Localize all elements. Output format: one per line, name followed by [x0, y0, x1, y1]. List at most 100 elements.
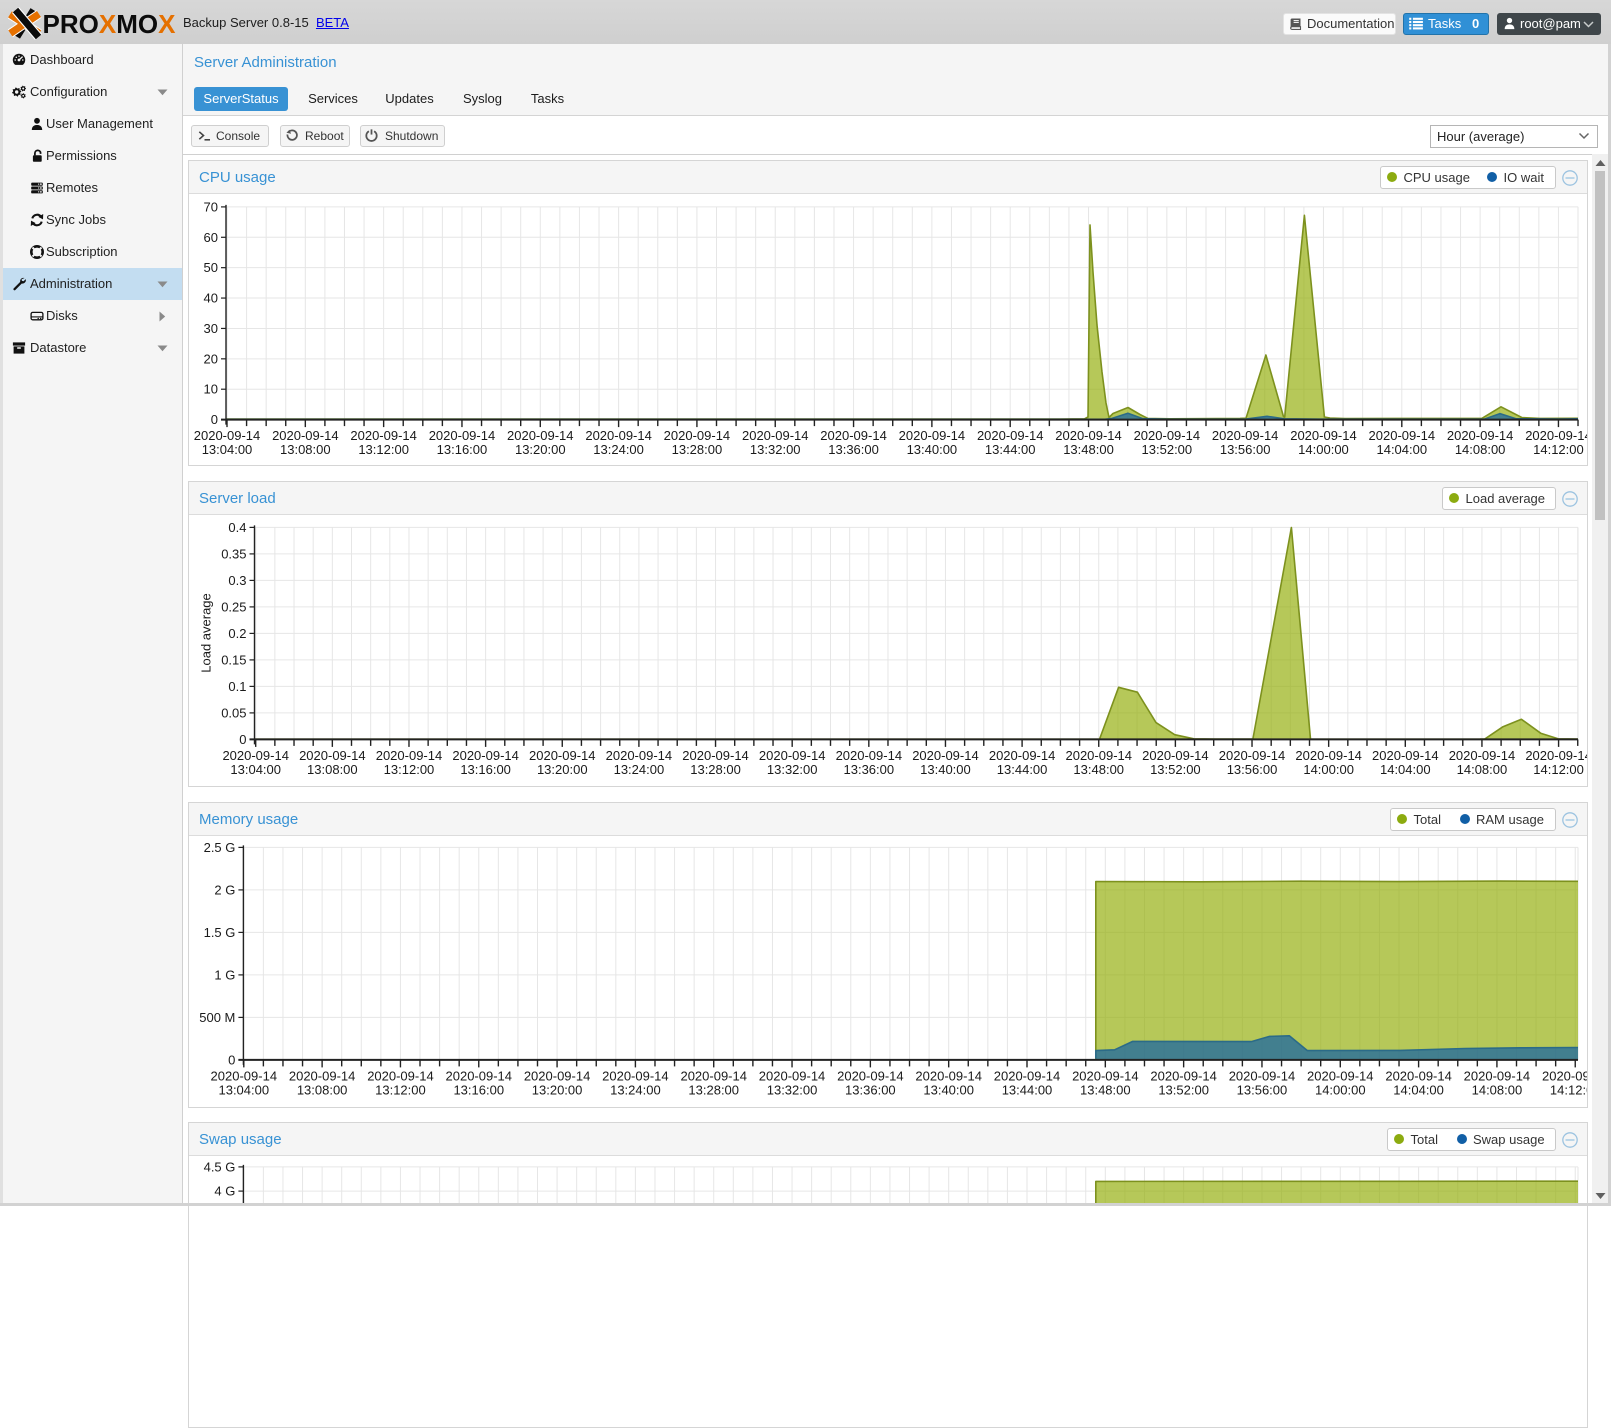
svg-text:2020-09-14: 2020-09-14 [222, 748, 289, 763]
svg-text:14:08:00: 14:08:00 [1455, 442, 1506, 457]
svg-text:13:52:00: 13:52:00 [1150, 762, 1201, 777]
svg-text:2020-09-14: 2020-09-14 [1290, 428, 1357, 443]
svg-text:13:12:00: 13:12:00 [384, 762, 435, 777]
svg-text:2020-09-14: 2020-09-14 [1142, 748, 1209, 763]
svg-text:2020-09-14: 2020-09-14 [1134, 428, 1201, 443]
svg-text:2020-09-14: 2020-09-14 [989, 748, 1056, 763]
svg-text:2020-09-14: 2020-09-14 [1295, 748, 1362, 763]
svg-text:13:56:00: 13:56:00 [1237, 1082, 1288, 1097]
svg-text:2020-09-14: 2020-09-14 [1212, 428, 1279, 443]
svg-text:2020-09-14: 2020-09-14 [915, 1068, 982, 1083]
svg-text:14:08:00: 14:08:00 [1457, 762, 1508, 777]
svg-text:2020-09-14: 2020-09-14 [376, 748, 443, 763]
svg-text:13:40:00: 13:40:00 [907, 442, 958, 457]
svg-text:2020-09-14: 2020-09-14 [1065, 748, 1132, 763]
svg-text:13:36:00: 13:36:00 [844, 762, 895, 777]
svg-text:13:20:00: 13:20:00 [515, 442, 566, 457]
svg-text:13:20:00: 13:20:00 [537, 762, 588, 777]
svg-text:14:00:00: 14:00:00 [1298, 442, 1349, 457]
svg-text:2020-09-14: 2020-09-14 [1449, 748, 1516, 763]
svg-text:0.1: 0.1 [228, 679, 246, 694]
svg-text:2.5 G: 2.5 G [204, 840, 236, 855]
svg-text:13:28:00: 13:28:00 [688, 1082, 739, 1097]
svg-text:0: 0 [211, 412, 218, 427]
svg-text:13:08:00: 13:08:00 [297, 1082, 348, 1097]
svg-text:2020-09-14: 2020-09-14 [299, 748, 366, 763]
svg-text:2020-09-14: 2020-09-14 [606, 748, 673, 763]
svg-text:2020-09-14: 2020-09-14 [1464, 1068, 1531, 1083]
svg-text:0.2: 0.2 [228, 626, 246, 641]
svg-text:13:56:00: 13:56:00 [1227, 762, 1278, 777]
svg-text:13:44:00: 13:44:00 [985, 442, 1036, 457]
svg-text:2020-09-14: 2020-09-14 [680, 1068, 747, 1083]
svg-text:10: 10 [204, 382, 218, 397]
svg-text:20: 20 [204, 351, 218, 366]
svg-text:13:12:00: 13:12:00 [375, 1082, 426, 1097]
svg-text:13:08:00: 13:08:00 [280, 442, 331, 457]
svg-text:14:04:00: 14:04:00 [1380, 762, 1431, 777]
svg-text:2020-09-14: 2020-09-14 [1229, 1068, 1296, 1083]
svg-text:13:24:00: 13:24:00 [593, 442, 644, 457]
svg-text:2020-09-14: 2020-09-14 [1150, 1068, 1217, 1083]
svg-text:500 M: 500 M [199, 1010, 235, 1025]
svg-text:2020-09-14: 2020-09-14 [429, 428, 496, 443]
svg-text:2020-09-14: 2020-09-14 [585, 428, 652, 443]
svg-text:13:44:00: 13:44:00 [1002, 1082, 1053, 1097]
svg-text:13:44:00: 13:44:00 [997, 762, 1048, 777]
svg-text:2020-09-14: 2020-09-14 [1369, 428, 1436, 443]
svg-text:13:28:00: 13:28:00 [672, 442, 723, 457]
svg-text:2020-09-14: 2020-09-14 [1525, 428, 1587, 443]
svg-text:1.5 G: 1.5 G [204, 925, 236, 940]
svg-text:2020-09-14: 2020-09-14 [899, 428, 966, 443]
svg-text:13:52:00: 13:52:00 [1142, 442, 1193, 457]
svg-text:2020-09-14: 2020-09-14 [682, 748, 749, 763]
svg-text:2020-09-14: 2020-09-14 [446, 1068, 513, 1083]
svg-text:14:08:00: 14:08:00 [1472, 1082, 1523, 1097]
svg-text:13:24:00: 13:24:00 [614, 762, 665, 777]
svg-text:14:12:00: 14:12:00 [1550, 1082, 1587, 1097]
svg-text:30: 30 [204, 321, 218, 336]
svg-text:2020-09-14: 2020-09-14 [367, 1068, 434, 1083]
svg-text:0.05: 0.05 [221, 705, 246, 720]
svg-text:2020-09-14: 2020-09-14 [1385, 1068, 1452, 1083]
svg-text:13:48:00: 13:48:00 [1073, 762, 1124, 777]
svg-text:0.4: 0.4 [228, 520, 246, 535]
svg-text:13:04:00: 13:04:00 [218, 1082, 269, 1097]
svg-text:0.3: 0.3 [228, 573, 246, 588]
svg-text:2020-09-14: 2020-09-14 [1072, 1068, 1139, 1083]
svg-text:13:08:00: 13:08:00 [307, 762, 358, 777]
svg-text:13:32:00: 13:32:00 [767, 762, 818, 777]
svg-text:2020-09-14: 2020-09-14 [837, 1068, 904, 1083]
svg-text:0: 0 [228, 1052, 235, 1067]
svg-text:14:00:00: 14:00:00 [1315, 1082, 1366, 1097]
svg-text:13:48:00: 13:48:00 [1080, 1082, 1131, 1097]
svg-text:13:20:00: 13:20:00 [532, 1082, 583, 1097]
svg-text:70: 70 [204, 199, 218, 214]
svg-text:13:32:00: 13:32:00 [750, 442, 801, 457]
svg-text:13:40:00: 13:40:00 [923, 1082, 974, 1097]
svg-text:13:28:00: 13:28:00 [690, 762, 741, 777]
svg-text:2020-09-14: 2020-09-14 [452, 748, 519, 763]
svg-text:4.5 G: 4.5 G [204, 1159, 236, 1174]
svg-text:13:04:00: 13:04:00 [230, 762, 281, 777]
svg-text:PROXMOX: PROXMOX [43, 9, 177, 39]
svg-text:13:48:00: 13:48:00 [1063, 442, 1114, 457]
svg-text:50: 50 [204, 260, 218, 275]
svg-text:2020-09-14: 2020-09-14 [350, 428, 417, 443]
svg-text:2020-09-14: 2020-09-14 [1307, 1068, 1374, 1083]
svg-text:2020-09-14: 2020-09-14 [759, 748, 826, 763]
svg-text:2020-09-14: 2020-09-14 [194, 428, 261, 443]
svg-text:2020-09-14: 2020-09-14 [289, 1068, 356, 1083]
svg-text:13:36:00: 13:36:00 [828, 442, 879, 457]
svg-text:14:12:00: 14:12:00 [1533, 442, 1584, 457]
svg-text:13:16:00: 13:16:00 [453, 1082, 504, 1097]
svg-text:2020-09-14: 2020-09-14 [524, 1068, 591, 1083]
svg-text:2020-09-14: 2020-09-14 [507, 428, 574, 443]
svg-text:0.35: 0.35 [221, 546, 246, 561]
svg-text:2020-09-14: 2020-09-14 [602, 1068, 669, 1083]
svg-text:2020-09-14: 2020-09-14 [664, 428, 731, 443]
svg-text:0: 0 [239, 732, 246, 747]
svg-text:0.25: 0.25 [221, 599, 246, 614]
svg-text:14:00:00: 14:00:00 [1303, 762, 1354, 777]
svg-text:13:12:00: 13:12:00 [358, 442, 409, 457]
